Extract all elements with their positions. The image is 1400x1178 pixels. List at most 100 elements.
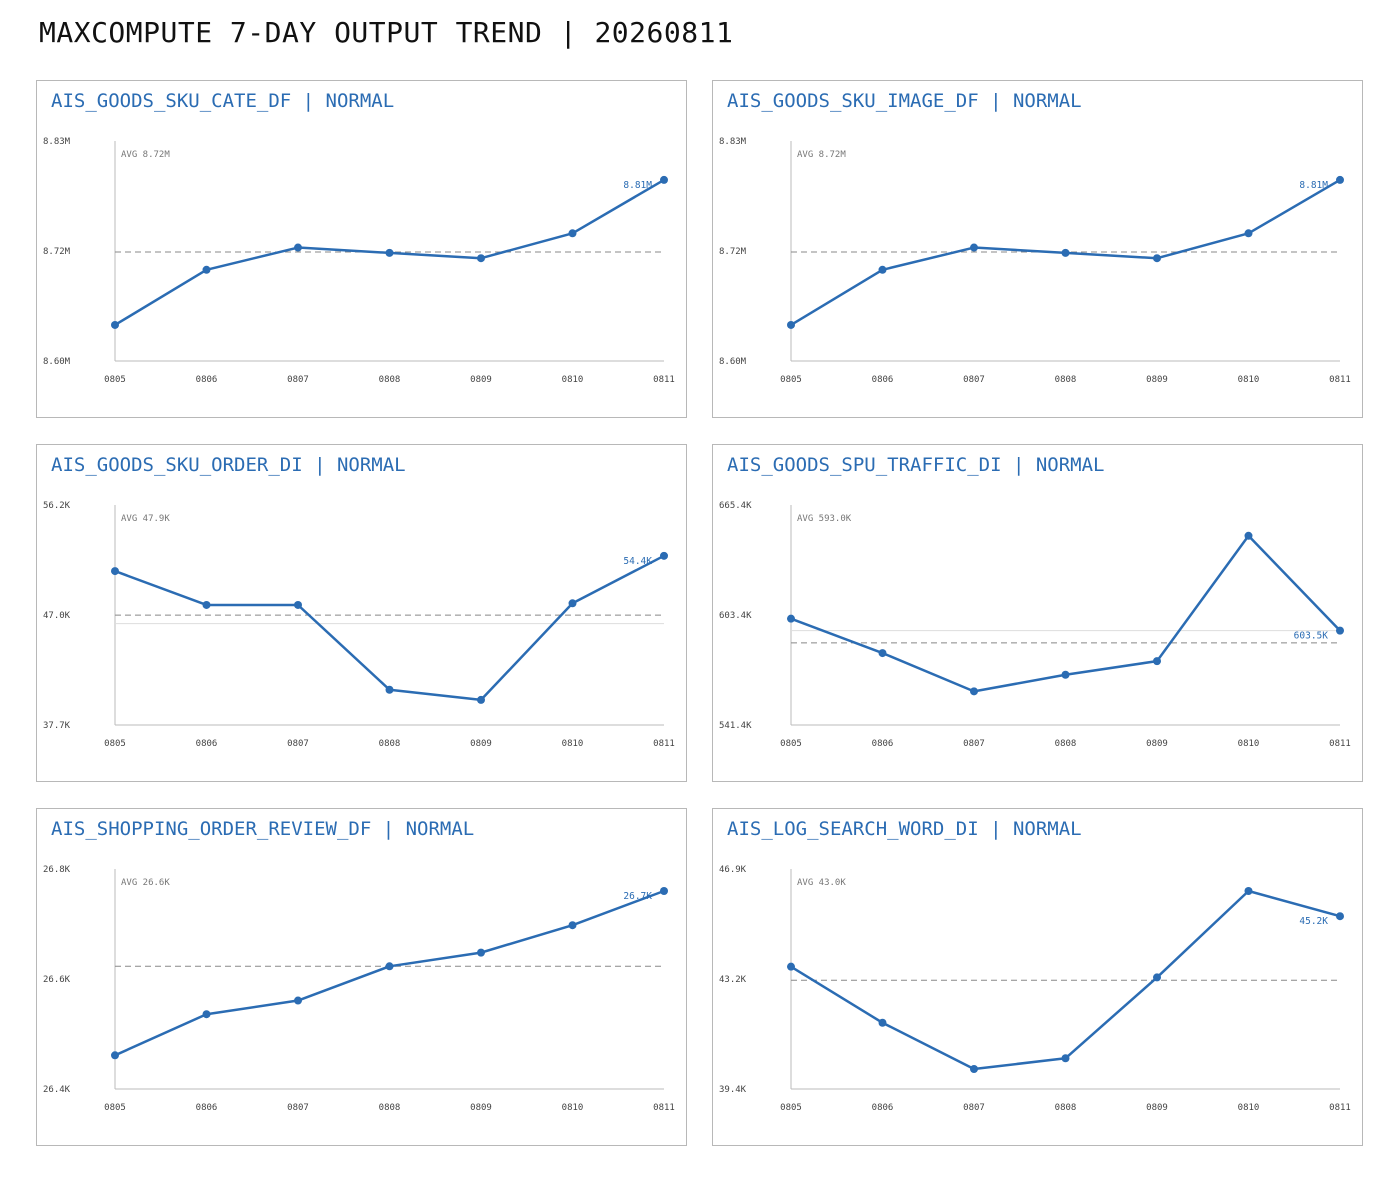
y-tick-label: 26.8K bbox=[43, 865, 71, 875]
y-tick-label: 26.4K bbox=[43, 1085, 71, 1095]
data-point bbox=[1061, 670, 1070, 679]
data-point bbox=[294, 600, 302, 609]
y-tick-label: 8.72M bbox=[719, 247, 747, 257]
data-point bbox=[568, 599, 577, 608]
data-point bbox=[787, 320, 795, 329]
x-tick-label: 0810 bbox=[562, 739, 584, 749]
x-tick-label: 0809 bbox=[470, 1103, 492, 1113]
series-line bbox=[114, 554, 665, 702]
line-chart: 37.7K 47.0K 56.2K 0805 0806 0807 0808 0809 0810 0… bbox=[43, 501, 675, 749]
line-chart: 26.4K 26.6K 26.8K 0805 0806 0807 0808 0809 0810 0… bbox=[43, 865, 675, 1113]
y-tick-label: 37.7K bbox=[43, 721, 71, 731]
y-tick-label: 603.4K bbox=[719, 611, 752, 621]
last-value-label: 26.7K bbox=[623, 891, 652, 902]
data-point bbox=[787, 962, 795, 971]
x-tick-label: 0811 bbox=[1329, 375, 1351, 385]
y-tick-label: 8.83M bbox=[719, 137, 747, 147]
x-tick-label: 0807 bbox=[287, 739, 309, 749]
x-tick-label: 0807 bbox=[287, 375, 309, 385]
data-point bbox=[385, 962, 394, 971]
data-point bbox=[1244, 887, 1253, 895]
data-point bbox=[1153, 973, 1161, 982]
data-point bbox=[202, 265, 211, 274]
x-tick-label: 0810 bbox=[1238, 375, 1260, 385]
series-line bbox=[790, 534, 1341, 693]
x-tick-label: 0805 bbox=[104, 375, 126, 385]
x-tick-label: 0809 bbox=[1146, 739, 1168, 749]
data-point bbox=[202, 600, 211, 609]
data-point bbox=[1336, 912, 1344, 921]
data-point bbox=[202, 1010, 211, 1019]
x-tick-label: 0809 bbox=[470, 375, 492, 385]
x-tick-label: 0806 bbox=[872, 375, 894, 385]
data-point bbox=[385, 685, 394, 694]
data-point bbox=[878, 649, 887, 658]
data-point bbox=[477, 948, 485, 957]
data-point bbox=[568, 921, 577, 930]
x-tick-label: 0810 bbox=[562, 375, 584, 385]
chart-title: AIS_LOG_SEARCH_WORD_DI | NORMAL bbox=[727, 818, 1082, 840]
x-tick-label: 0808 bbox=[379, 375, 401, 385]
x-tick-label: 0809 bbox=[470, 739, 492, 749]
x-tick-label: 0811 bbox=[653, 375, 675, 385]
y-tick-label: 39.4K bbox=[719, 1085, 747, 1095]
data-point bbox=[970, 687, 978, 696]
last-value-label: 603.5K bbox=[1294, 631, 1329, 642]
average-label: AVG 593.0K bbox=[797, 514, 852, 524]
x-tick-label: 0805 bbox=[104, 739, 126, 749]
chart-title: AIS_SHOPPING_ORDER_REVIEW_DF | NORMAL bbox=[51, 818, 475, 840]
data-point bbox=[1061, 248, 1070, 257]
x-tick-label: 0807 bbox=[963, 739, 985, 749]
chart-panel: AIS_LOG_SEARCH_WORD_DI | NORMAL 39.4K 43.2… bbox=[712, 808, 1363, 1146]
data-point bbox=[1153, 657, 1161, 666]
y-tick-label: 665.4K bbox=[719, 501, 752, 511]
data-point bbox=[1244, 531, 1253, 540]
x-tick-label: 0806 bbox=[196, 739, 218, 749]
x-tick-label: 0807 bbox=[963, 1103, 985, 1113]
data-point bbox=[111, 320, 119, 329]
y-tick-label: 26.6K bbox=[43, 975, 71, 985]
x-tick-label: 0805 bbox=[780, 375, 802, 385]
last-value-label: 8.81M bbox=[1299, 180, 1328, 191]
data-point bbox=[660, 175, 668, 184]
line-chart: 541.4K 603.4K 665.4K 0805 0806 0807 0808 0809 08… bbox=[719, 501, 1351, 749]
data-point bbox=[878, 1018, 887, 1027]
average-label: AVG 8.72M bbox=[121, 150, 170, 160]
line-chart: 8.60M 8.72M 8.83M 0805 0806 0807 0808 0809 0810 0… bbox=[43, 137, 675, 385]
line-chart: 8.60M 8.72M 8.83M 0805 0806 0807 0808 0809 0810 0… bbox=[719, 137, 1351, 385]
chart-title: AIS_GOODS_SKU_IMAGE_DF | NORMAL bbox=[727, 90, 1082, 112]
average-label: AVG 47.9K bbox=[121, 514, 170, 524]
x-tick-label: 0805 bbox=[780, 739, 802, 749]
chart-title: AIS_GOODS_SPU_TRAFFIC_DI | NORMAL bbox=[727, 454, 1105, 476]
x-tick-label: 0811 bbox=[1329, 1103, 1351, 1113]
data-point bbox=[568, 229, 577, 238]
y-tick-label: 541.4K bbox=[719, 721, 752, 731]
y-tick-label: 8.60M bbox=[43, 357, 71, 367]
data-point bbox=[294, 996, 302, 1005]
chart-panel: AIS_GOODS_SKU_ORDER_DI | NORMAL 37.7K 47.0… bbox=[36, 444, 687, 782]
data-point bbox=[477, 695, 485, 704]
x-tick-label: 0810 bbox=[562, 1103, 584, 1113]
x-tick-label: 0808 bbox=[1055, 375, 1077, 385]
x-tick-label: 0810 bbox=[1238, 739, 1260, 749]
y-tick-label: 47.0K bbox=[43, 611, 71, 621]
data-point bbox=[294, 243, 302, 252]
x-tick-label: 0806 bbox=[872, 1103, 894, 1113]
x-tick-label: 0805 bbox=[104, 1103, 126, 1113]
y-tick-label: 46.9K bbox=[719, 865, 747, 875]
average-label: AVG 8.72M bbox=[797, 150, 846, 160]
x-tick-label: 0810 bbox=[1238, 1103, 1260, 1113]
y-tick-label: 8.60M bbox=[719, 357, 747, 367]
data-point bbox=[970, 243, 978, 252]
page-title: MAXCOMPUTE 7-DAY OUTPUT TREND | 20260811 bbox=[39, 16, 734, 49]
x-tick-label: 0808 bbox=[379, 739, 401, 749]
x-tick-label: 0807 bbox=[963, 375, 985, 385]
x-tick-label: 0808 bbox=[379, 1103, 401, 1113]
chart-panel: AIS_GOODS_SKU_CATE_DF | NORMAL 8.60M 8.72M… bbox=[36, 80, 687, 418]
x-tick-label: 0805 bbox=[780, 1103, 802, 1113]
average-label: AVG 26.6K bbox=[121, 878, 170, 888]
x-tick-label: 0809 bbox=[1146, 375, 1168, 385]
data-point bbox=[1153, 254, 1161, 263]
chart-panel: AIS_SHOPPING_ORDER_REVIEW_DF | NORMAL 26.… bbox=[36, 808, 687, 1146]
data-point bbox=[878, 265, 887, 274]
